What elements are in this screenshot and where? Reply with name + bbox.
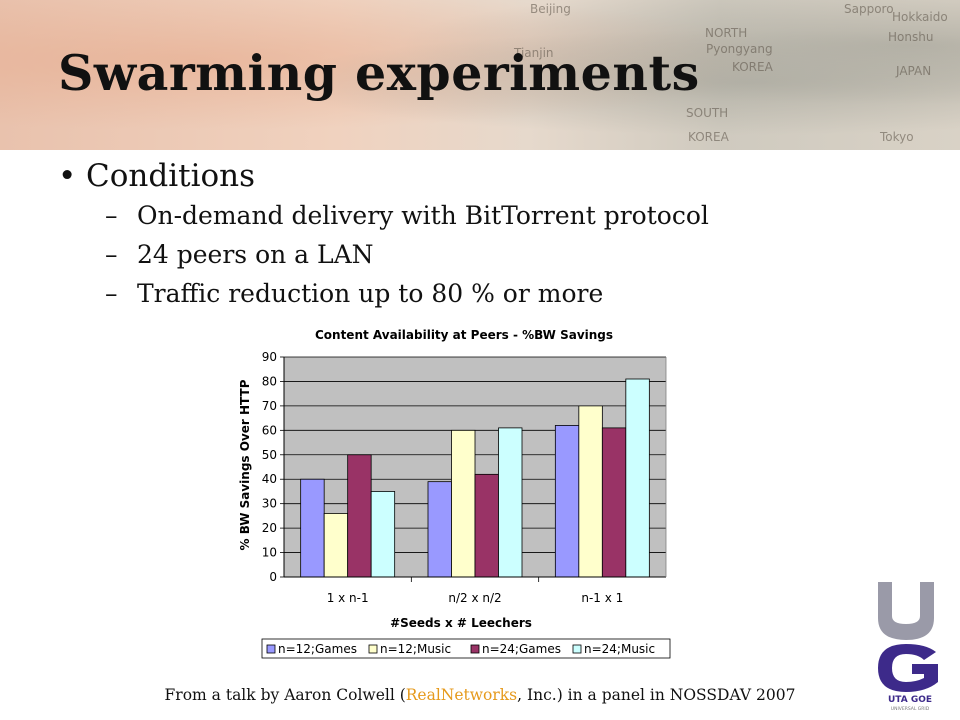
map-label: KOREA	[732, 60, 773, 74]
bullet-text: Conditions	[86, 158, 256, 194]
uta-goe-logo: UTA GOE UNIVERSAL GRID	[878, 582, 938, 712]
subbullet-text: 24 peers on a LAN	[137, 240, 374, 269]
legend-label: n=12;Games	[278, 642, 357, 656]
chart-title: Content Availability at Peers - %BW Savi…	[315, 328, 613, 342]
chart-legend: n=12;Games n=12;Music n=24;Games n=24;Music	[261, 638, 671, 659]
map-label: Tokyo	[880, 130, 914, 144]
bullet-conditions: • Conditions	[58, 158, 255, 194]
subbullet-text: On-demand delivery with BitTorrent proto…	[137, 201, 709, 230]
x-tick-label: 1 x n-1	[327, 591, 369, 605]
y-tick-label: 60	[262, 423, 277, 437]
legend-swatch	[266, 644, 276, 654]
subbullet-2: –24 peers on a LAN	[105, 240, 374, 269]
y-tick-label: 50	[262, 448, 277, 462]
y-tick-label: 70	[262, 399, 277, 413]
bar	[578, 405, 603, 578]
bar	[601, 427, 627, 578]
bullet-glyph: •	[58, 158, 77, 194]
legend-swatch	[368, 644, 378, 654]
bw-savings-chart: Content Availability at Peers - %BW Savi…	[238, 328, 671, 659]
bar	[625, 378, 650, 578]
credit-text-start: From a talk by Aaron Colwell (	[164, 686, 406, 704]
map-label: Tianjin	[514, 46, 554, 60]
dash-glyph: –	[105, 240, 118, 269]
credit-highlight: RealNetworks	[405, 686, 518, 704]
bar	[300, 478, 325, 578]
subbullet-text: Traffic reduction up to 80 % or more	[137, 279, 604, 308]
x-tick-label: n/2 x n/2	[448, 591, 501, 605]
y-tick-label: 30	[262, 497, 277, 511]
bar	[347, 454, 372, 578]
legend-label: n=12;Music	[380, 642, 451, 656]
bar	[474, 473, 499, 578]
bar	[370, 491, 396, 578]
dash-glyph: –	[105, 201, 118, 230]
y-tick-label: 20	[262, 521, 277, 535]
y-tick-label: 10	[262, 546, 277, 560]
bar	[451, 429, 476, 578]
y-tick-label: 80	[262, 374, 277, 388]
logo-subtext: UNIVERSAL GRID	[891, 706, 930, 712]
legend-box	[261, 638, 671, 659]
y-tick-label: 0	[269, 570, 277, 584]
y-tick-label: 90	[262, 350, 277, 364]
x-tick-label: n-1 x 1	[581, 591, 623, 605]
bar	[554, 425, 580, 578]
subbullet-3: – Traffic reduction up to 80 % or more	[105, 279, 603, 308]
slide-title: Swarming experiments	[58, 44, 700, 102]
bar	[498, 427, 523, 578]
map-label: Beijing	[530, 2, 571, 16]
legend-label: n=24;Music	[584, 642, 655, 656]
map-label: Pyongyang	[706, 42, 773, 56]
bar	[427, 481, 452, 578]
legend-swatch	[572, 644, 582, 654]
map-label: NORTH	[705, 26, 748, 40]
x-axis-label: #Seeds x # Leechers	[390, 616, 532, 630]
plot-area: 0 10 20 30 40 50 60 70 80 90 1 x n-1 n/2 x n/2 n-1 x…	[262, 350, 667, 605]
legend-swatch	[470, 644, 480, 654]
map-label: Sapporo	[844, 2, 894, 16]
logo-text: UTA GOE	[888, 695, 932, 705]
header-banner: Beijing NORTH Pyongyang KOREA SOUTH KORE…	[0, 0, 960, 150]
credit-line: From a talk by Aaron Colwell (RealNetwor…	[0, 686, 960, 704]
map-label: KOREA	[688, 130, 729, 144]
map-label: SOUTH	[686, 106, 729, 120]
map-label: Hokkaido	[892, 10, 948, 24]
subbullet-1: – On-demand delivery with BitTorrent prot…	[105, 201, 709, 230]
map-label: Honshu	[888, 30, 934, 44]
map-label: JAPAN	[896, 64, 932, 78]
credit-text-end: , Inc.) in a panel in NOSSDAV 2007	[517, 686, 796, 704]
y-tick-label: 40	[262, 472, 277, 486]
legend-label: n=24;Games	[482, 642, 561, 656]
y-axis-label: % BW Savings Over HTTP	[238, 379, 252, 550]
bar	[323, 513, 349, 578]
dash-glyph: –	[105, 279, 118, 308]
